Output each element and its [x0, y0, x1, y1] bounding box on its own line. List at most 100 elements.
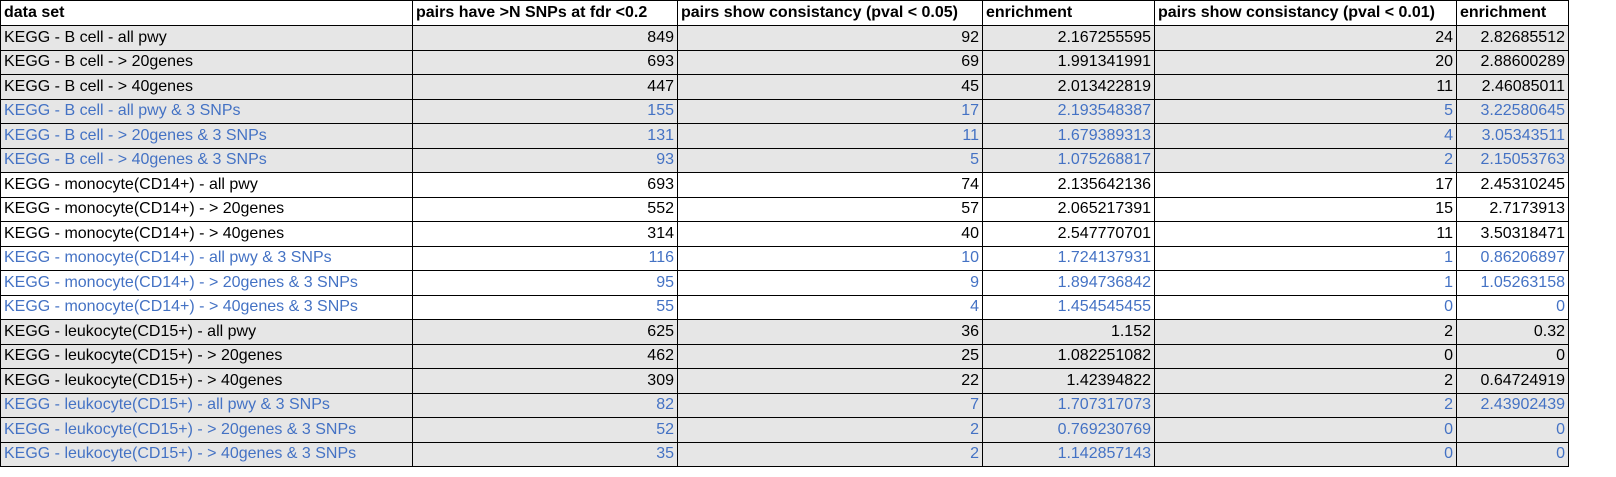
value-cell[interactable]: 45 — [677, 74, 983, 100]
row-label-cell[interactable]: KEGG - B cell - > 40genes — [0, 74, 413, 100]
value-cell[interactable]: 7 — [677, 392, 983, 418]
value-cell[interactable]: 17 — [677, 98, 983, 124]
value-cell[interactable]: 1.707317073 — [982, 392, 1155, 418]
row-label-cell[interactable]: KEGG - leukocyte(CD15+) - all pwy & 3 SN… — [0, 392, 413, 418]
value-cell[interactable]: 2.46085011 — [1456, 74, 1569, 100]
value-cell[interactable]: 1.152 — [982, 319, 1155, 345]
value-cell[interactable]: 0 — [1456, 294, 1569, 320]
value-cell[interactable]: 1 — [1154, 270, 1457, 296]
value-cell[interactable]: 2.7173913 — [1456, 196, 1569, 222]
value-cell[interactable]: 1.42394822 — [982, 368, 1155, 394]
value-cell[interactable]: 0.769230769 — [982, 417, 1155, 443]
value-cell[interactable]: 2 — [677, 417, 983, 443]
value-cell[interactable]: 2.167255595 — [982, 25, 1155, 51]
value-cell[interactable]: 11 — [1154, 221, 1457, 247]
value-cell[interactable]: 552 — [412, 196, 678, 222]
value-cell[interactable]: 24 — [1154, 25, 1457, 51]
value-cell[interactable]: 95 — [412, 270, 678, 296]
value-cell[interactable]: 462 — [412, 343, 678, 369]
row-label-cell[interactable]: KEGG - B cell - all pwy — [0, 25, 413, 51]
value-cell[interactable]: 0.86206897 — [1456, 245, 1569, 271]
value-cell[interactable]: 1.724137931 — [982, 245, 1155, 271]
value-cell[interactable]: 17 — [1154, 172, 1457, 198]
value-cell[interactable]: 0 — [1456, 441, 1569, 467]
value-cell[interactable]: 25 — [677, 343, 983, 369]
header-cell[interactable]: enrichment — [982, 0, 1155, 26]
value-cell[interactable]: 3.50318471 — [1456, 221, 1569, 247]
value-cell[interactable]: 1.894736842 — [982, 270, 1155, 296]
row-label-cell[interactable]: KEGG - monocyte(CD14+) - all pwy & 3 SNP… — [0, 245, 413, 271]
value-cell[interactable]: 2.013422819 — [982, 74, 1155, 100]
value-cell[interactable]: 9 — [677, 270, 983, 296]
row-label-cell[interactable]: KEGG - B cell - > 20genes & 3 SNPs — [0, 123, 413, 149]
value-cell[interactable]: 0 — [1154, 343, 1457, 369]
value-cell[interactable]: 3.05343511 — [1456, 123, 1569, 149]
header-cell[interactable]: pairs show consistancy (pval < 0.05) — [677, 0, 983, 26]
value-cell[interactable]: 2.88600289 — [1456, 49, 1569, 75]
header-cell[interactable]: pairs have >N SNPs at fdr <0.2 — [412, 0, 678, 26]
value-cell[interactable]: 0.64724919 — [1456, 368, 1569, 394]
value-cell[interactable]: 0 — [1154, 294, 1457, 320]
value-cell[interactable]: 2.82685512 — [1456, 25, 1569, 51]
value-cell[interactable]: 0 — [1154, 441, 1457, 467]
value-cell[interactable]: 35 — [412, 441, 678, 467]
value-cell[interactable]: 2.547770701 — [982, 221, 1155, 247]
value-cell[interactable]: 4 — [677, 294, 983, 320]
value-cell[interactable]: 1.679389313 — [982, 123, 1155, 149]
value-cell[interactable]: 52 — [412, 417, 678, 443]
row-label-cell[interactable]: KEGG - leukocyte(CD15+) - > 20genes & 3 … — [0, 417, 413, 443]
row-label-cell[interactable]: KEGG - monocyte(CD14+) - > 20genes — [0, 196, 413, 222]
value-cell[interactable]: 2 — [1154, 319, 1457, 345]
value-cell[interactable]: 2 — [1154, 147, 1457, 173]
value-cell[interactable]: 5 — [1154, 98, 1457, 124]
value-cell[interactable]: 2.15053763 — [1456, 147, 1569, 173]
row-label-cell[interactable]: KEGG - B cell - > 20genes — [0, 49, 413, 75]
value-cell[interactable]: 4 — [1154, 123, 1457, 149]
value-cell[interactable]: 2 — [677, 441, 983, 467]
value-cell[interactable]: 2.45310245 — [1456, 172, 1569, 198]
value-cell[interactable]: 0 — [1154, 417, 1457, 443]
header-cell[interactable]: enrichment — [1456, 0, 1569, 26]
row-label-cell[interactable]: KEGG - B cell - all pwy & 3 SNPs — [0, 98, 413, 124]
value-cell[interactable]: 0 — [1456, 417, 1569, 443]
value-cell[interactable]: 5 — [677, 147, 983, 173]
value-cell[interactable]: 2.43902439 — [1456, 392, 1569, 418]
value-cell[interactable]: 2.193548387 — [982, 98, 1155, 124]
row-label-cell[interactable]: KEGG - monocyte(CD14+) - > 40genes & 3 S… — [0, 294, 413, 320]
value-cell[interactable]: 82 — [412, 392, 678, 418]
value-cell[interactable]: 1.142857143 — [982, 441, 1155, 467]
row-label-cell[interactable]: KEGG - leukocyte(CD15+) - > 40genes & 3 … — [0, 441, 413, 467]
value-cell[interactable]: 0.32 — [1456, 319, 1569, 345]
value-cell[interactable]: 1.454545455 — [982, 294, 1155, 320]
row-label-cell[interactable]: KEGG - monocyte(CD14+) - > 20genes & 3 S… — [0, 270, 413, 296]
value-cell[interactable]: 57 — [677, 196, 983, 222]
value-cell[interactable]: 1 — [1154, 245, 1457, 271]
value-cell[interactable]: 1.082251082 — [982, 343, 1155, 369]
value-cell[interactable]: 625 — [412, 319, 678, 345]
value-cell[interactable]: 155 — [412, 98, 678, 124]
value-cell[interactable]: 10 — [677, 245, 983, 271]
value-cell[interactable]: 11 — [677, 123, 983, 149]
row-label-cell[interactable]: KEGG - monocyte(CD14+) - all pwy — [0, 172, 413, 198]
value-cell[interactable]: 2.065217391 — [982, 196, 1155, 222]
value-cell[interactable]: 849 — [412, 25, 678, 51]
value-cell[interactable]: 2 — [1154, 392, 1457, 418]
value-cell[interactable]: 15 — [1154, 196, 1457, 222]
value-cell[interactable]: 3.22580645 — [1456, 98, 1569, 124]
value-cell[interactable]: 693 — [412, 172, 678, 198]
value-cell[interactable]: 314 — [412, 221, 678, 247]
value-cell[interactable]: 693 — [412, 49, 678, 75]
value-cell[interactable]: 116 — [412, 245, 678, 271]
value-cell[interactable]: 40 — [677, 221, 983, 247]
value-cell[interactable]: 22 — [677, 368, 983, 394]
value-cell[interactable]: 36 — [677, 319, 983, 345]
value-cell[interactable]: 2 — [1154, 368, 1457, 394]
value-cell[interactable]: 74 — [677, 172, 983, 198]
value-cell[interactable]: 309 — [412, 368, 678, 394]
row-label-cell[interactable]: KEGG - leukocyte(CD15+) - > 40genes — [0, 368, 413, 394]
value-cell[interactable]: 92 — [677, 25, 983, 51]
row-label-cell[interactable]: KEGG - leukocyte(CD15+) - > 20genes — [0, 343, 413, 369]
header-cell[interactable]: data set — [0, 0, 413, 26]
value-cell[interactable]: 11 — [1154, 74, 1457, 100]
value-cell[interactable]: 1.05263158 — [1456, 270, 1569, 296]
